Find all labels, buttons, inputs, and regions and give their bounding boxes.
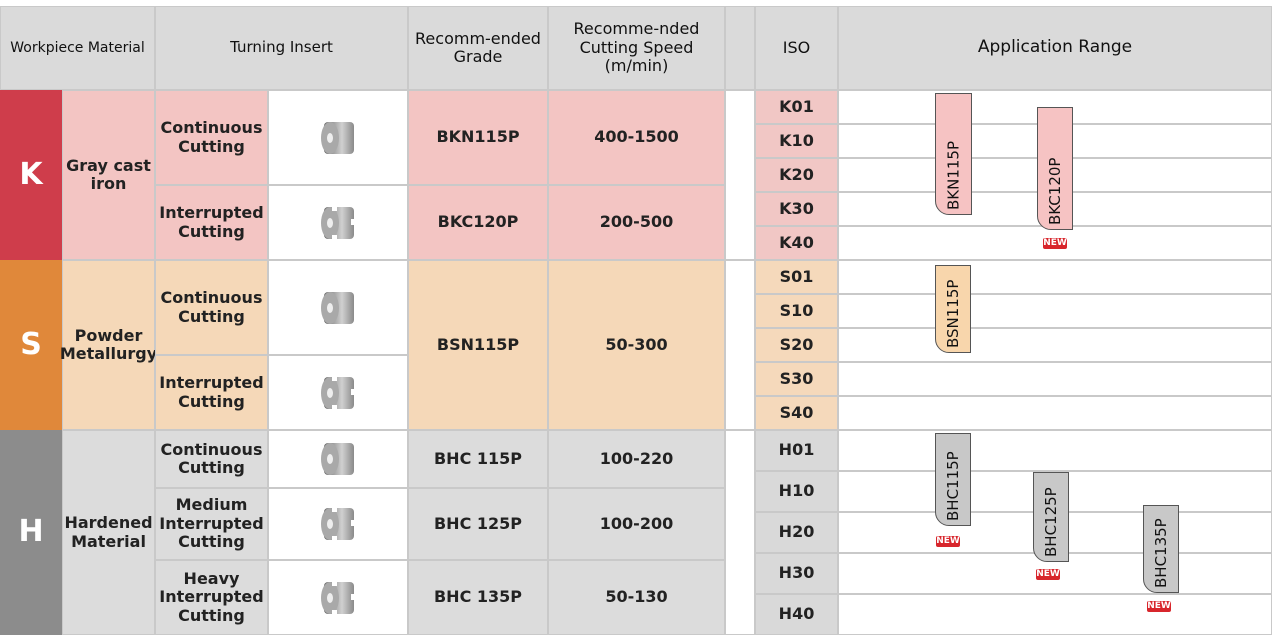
- iso-code: S30: [755, 362, 838, 396]
- grade: BSN115P: [408, 260, 548, 430]
- header-range: Application Range: [838, 6, 1272, 90]
- grade: BKN115P: [408, 90, 548, 185]
- range-row: [838, 226, 1272, 260]
- header-grade: Recomm-ended Grade: [408, 6, 548, 90]
- material-letter: H: [0, 430, 62, 635]
- iso-code: S10: [755, 294, 838, 328]
- iso-code: K20: [755, 158, 838, 192]
- insert-type: Interrupted Cutting: [155, 185, 268, 260]
- range-row: [838, 396, 1272, 430]
- range-row: [838, 430, 1272, 471]
- grade: BHC 135P: [408, 560, 548, 635]
- range-bar: BKC120P: [1037, 107, 1073, 230]
- insert-type: Continuous Cutting: [155, 90, 268, 185]
- iso-code: H01: [755, 430, 838, 471]
- speed: 200-500: [548, 185, 725, 260]
- iso-code: H10: [755, 471, 838, 512]
- grade: BKC120P: [408, 185, 548, 260]
- insert-icon: [321, 374, 357, 411]
- insert-type: Heavy Interrupted Cutting: [155, 560, 268, 635]
- speed: 50-300: [548, 260, 725, 430]
- header-workpiece: Workpiece Material: [0, 6, 155, 90]
- material-name: Hardened Material: [62, 430, 155, 635]
- range-bar: BHC135P: [1143, 505, 1179, 593]
- iso-code: K01: [755, 90, 838, 124]
- header-blank: [725, 6, 755, 90]
- speed: 50-130: [548, 560, 725, 635]
- speed: 100-200: [548, 488, 725, 560]
- insert-type: Medium Interrupted Cutting: [155, 488, 268, 560]
- insert-type: Interrupted Cutting: [155, 355, 268, 430]
- range-bar: BHC125P: [1033, 472, 1069, 562]
- insert-type: Continuous Cutting: [155, 430, 268, 488]
- speed: 100-220: [548, 430, 725, 488]
- insert-icon: [321, 121, 354, 154]
- iso-code: K30: [755, 192, 838, 226]
- iso-code: H20: [755, 512, 838, 553]
- blank-column: [725, 90, 755, 260]
- new-badge: NEW: [1147, 601, 1171, 612]
- range-row: [838, 260, 1272, 294]
- iso-code: K40: [755, 226, 838, 260]
- iso-code: H40: [755, 594, 838, 635]
- material-letter: K: [0, 90, 62, 260]
- material-name: Powder Metallurgy: [60, 260, 157, 430]
- insert-icon: [321, 579, 357, 616]
- grade: BHC 115P: [408, 430, 548, 488]
- insert-icon: [321, 506, 357, 542]
- iso-code: S20: [755, 328, 838, 362]
- iso-code: H30: [755, 553, 838, 594]
- range-bar: BSN115P: [935, 265, 971, 353]
- header-iso: ISO: [755, 6, 838, 90]
- header-insert: Turning Insert: [155, 6, 408, 90]
- iso-code: S40: [755, 396, 838, 430]
- speed: 400-1500: [548, 90, 725, 185]
- range-row: [838, 362, 1272, 396]
- material-letter: S: [0, 260, 62, 430]
- grade: BHC 125P: [408, 488, 548, 560]
- blank-column: [725, 260, 755, 430]
- new-badge: NEW: [936, 536, 960, 547]
- blank-column: [725, 430, 755, 635]
- iso-code: S01: [755, 260, 838, 294]
- insert-image: [268, 260, 408, 355]
- range-bar: BKN115P: [935, 93, 972, 215]
- iso-code: K10: [755, 124, 838, 158]
- range-row: [838, 328, 1272, 362]
- range-bar: BHC115P: [935, 433, 971, 526]
- insert-icon: [321, 443, 354, 475]
- material-name: Gray cast iron: [62, 90, 155, 260]
- new-badge: NEW: [1036, 569, 1060, 580]
- new-badge: NEW: [1043, 238, 1067, 249]
- range-row: [838, 294, 1272, 328]
- header-speed: Recomme-nded Cutting Speed (m/min): [548, 6, 725, 90]
- range-row: [838, 594, 1272, 635]
- insert-type: Continuous Cutting: [155, 260, 268, 355]
- insert-icon: [321, 291, 354, 324]
- insert-icon: [321, 204, 357, 241]
